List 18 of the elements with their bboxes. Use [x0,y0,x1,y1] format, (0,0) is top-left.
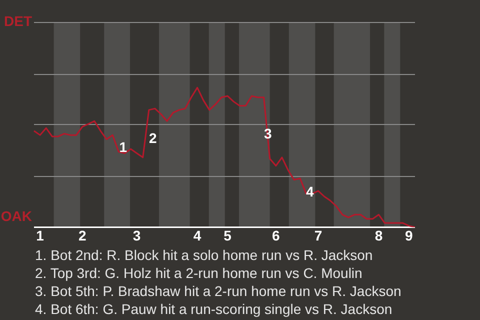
text: DET [4,12,32,29]
text: 2. Top 3rd: G. Holz hit a 2-run home run vs C. Moulin [35,264,364,282]
annotation: 2 [148,130,157,146]
text: OAK [0,208,32,224]
annotation: 1 [119,139,128,156]
text: 1. Bot 2nd: R. Block hit a solo home run vs R. Jackson [35,246,374,264]
x-tick-label: 8 [374,227,383,244]
x-tick-label: 9 [405,227,414,244]
x-tick-label: 1 [36,227,44,244]
x-tick-label: 2 [78,227,86,244]
x-tick-label: 4 [193,227,202,244]
annotation: 3 [264,125,272,142]
text: 3. Bot 5th: P. Bradshaw hit a 2-run home run vs R. Jackson [35,282,402,300]
x-tick-label: 7 [314,227,322,244]
x-tick-label: 6 [272,227,280,244]
x-tick-label: 5 [224,227,232,244]
text: 4. Bot 6th: G. Pauw hit a run-scoring single vs R. Jackson [35,300,394,318]
x-tick-label: 3 [132,227,141,244]
